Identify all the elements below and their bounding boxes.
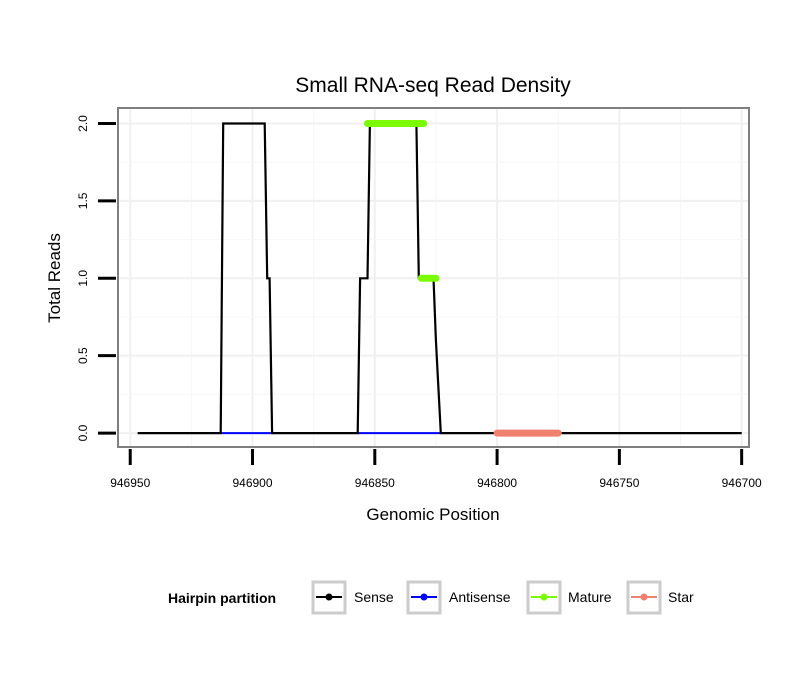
- x-tick-label: 946900: [232, 476, 272, 490]
- legend-key-marker: [420, 593, 428, 601]
- legend-key-marker: [540, 593, 548, 601]
- x-tick-label: 946950: [110, 476, 150, 490]
- chart-title: Small RNA-seq Read Density: [295, 74, 571, 97]
- legend-label-mature: Mature: [568, 589, 612, 605]
- legend-label-antisense: Antisense: [449, 589, 511, 605]
- y-tick-label: 0.5: [76, 347, 90, 364]
- grid-lines: [118, 108, 749, 447]
- legend-title: Hairpin partition: [168, 590, 276, 606]
- series-layer: [137, 119, 742, 437]
- legend-label-sense: Sense: [354, 589, 394, 605]
- sense-line: [137, 122, 742, 435]
- x-axis-title: Genomic Position: [366, 505, 499, 524]
- legend-label-star: Star: [668, 589, 694, 605]
- y-axis: 0.0 0.5 1.0 1.5 2.0: [76, 115, 116, 441]
- legend-key-marker: [325, 593, 333, 601]
- x-axis: 946950 946900 946850 946800 946750 946700: [110, 449, 762, 490]
- y-tick-label: 0.0: [76, 424, 90, 441]
- plot-border: [117, 107, 750, 448]
- y-tick-label: 1.5: [76, 192, 90, 209]
- x-tick-label: 946750: [599, 476, 639, 490]
- y-tick-label: 2.0: [76, 115, 90, 132]
- x-tick-label: 946850: [355, 476, 395, 490]
- x-tick-label: 946800: [477, 476, 517, 490]
- y-tick-label: 1.0: [76, 270, 90, 287]
- x-tick-label: 946700: [722, 476, 762, 490]
- legend-key-marker: [640, 593, 648, 601]
- legend: Hairpin partition Sense Antisense Mature St…: [168, 580, 694, 615]
- y-axis-title: Total Reads: [45, 233, 64, 323]
